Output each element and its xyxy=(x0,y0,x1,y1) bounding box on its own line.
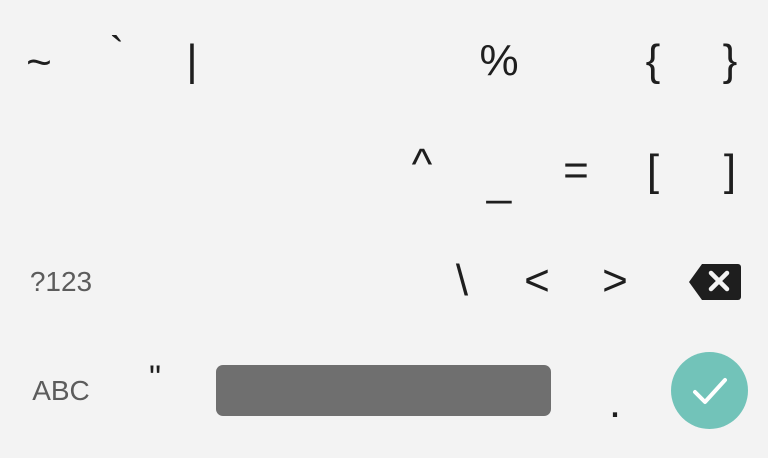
symbols-toggle-key[interactable]: ?123 xyxy=(29,266,93,297)
checkmark-icon xyxy=(692,377,727,404)
key-percent[interactable]: % xyxy=(479,36,519,85)
key-caret[interactable]: ^ xyxy=(411,140,433,189)
key-tilde[interactable]: ~ xyxy=(26,38,52,87)
abc-toggle-key[interactable]: ABC xyxy=(32,375,90,406)
backspace-key[interactable] xyxy=(688,262,742,302)
key-less-than[interactable]: < xyxy=(524,256,550,305)
key-backslash[interactable]: \ xyxy=(455,256,469,305)
key-equals[interactable]: = xyxy=(563,146,589,195)
key-underscore[interactable]: _ xyxy=(486,156,512,205)
key-greater-than[interactable]: > xyxy=(602,256,628,305)
backspace-icon xyxy=(689,264,741,300)
key-left-bracket[interactable]: [ xyxy=(646,146,660,195)
key-period[interactable]: . xyxy=(608,378,622,427)
key-double-quote[interactable]: " xyxy=(148,359,162,397)
key-right-brace[interactable]: } xyxy=(722,36,738,85)
key-left-brace[interactable]: { xyxy=(645,36,661,85)
key-backtick[interactable]: ` xyxy=(109,28,125,77)
space-bar[interactable] xyxy=(216,365,551,416)
enter-key[interactable] xyxy=(671,352,748,429)
key-pipe[interactable]: | xyxy=(186,36,198,85)
key-right-bracket[interactable]: ] xyxy=(723,146,737,195)
